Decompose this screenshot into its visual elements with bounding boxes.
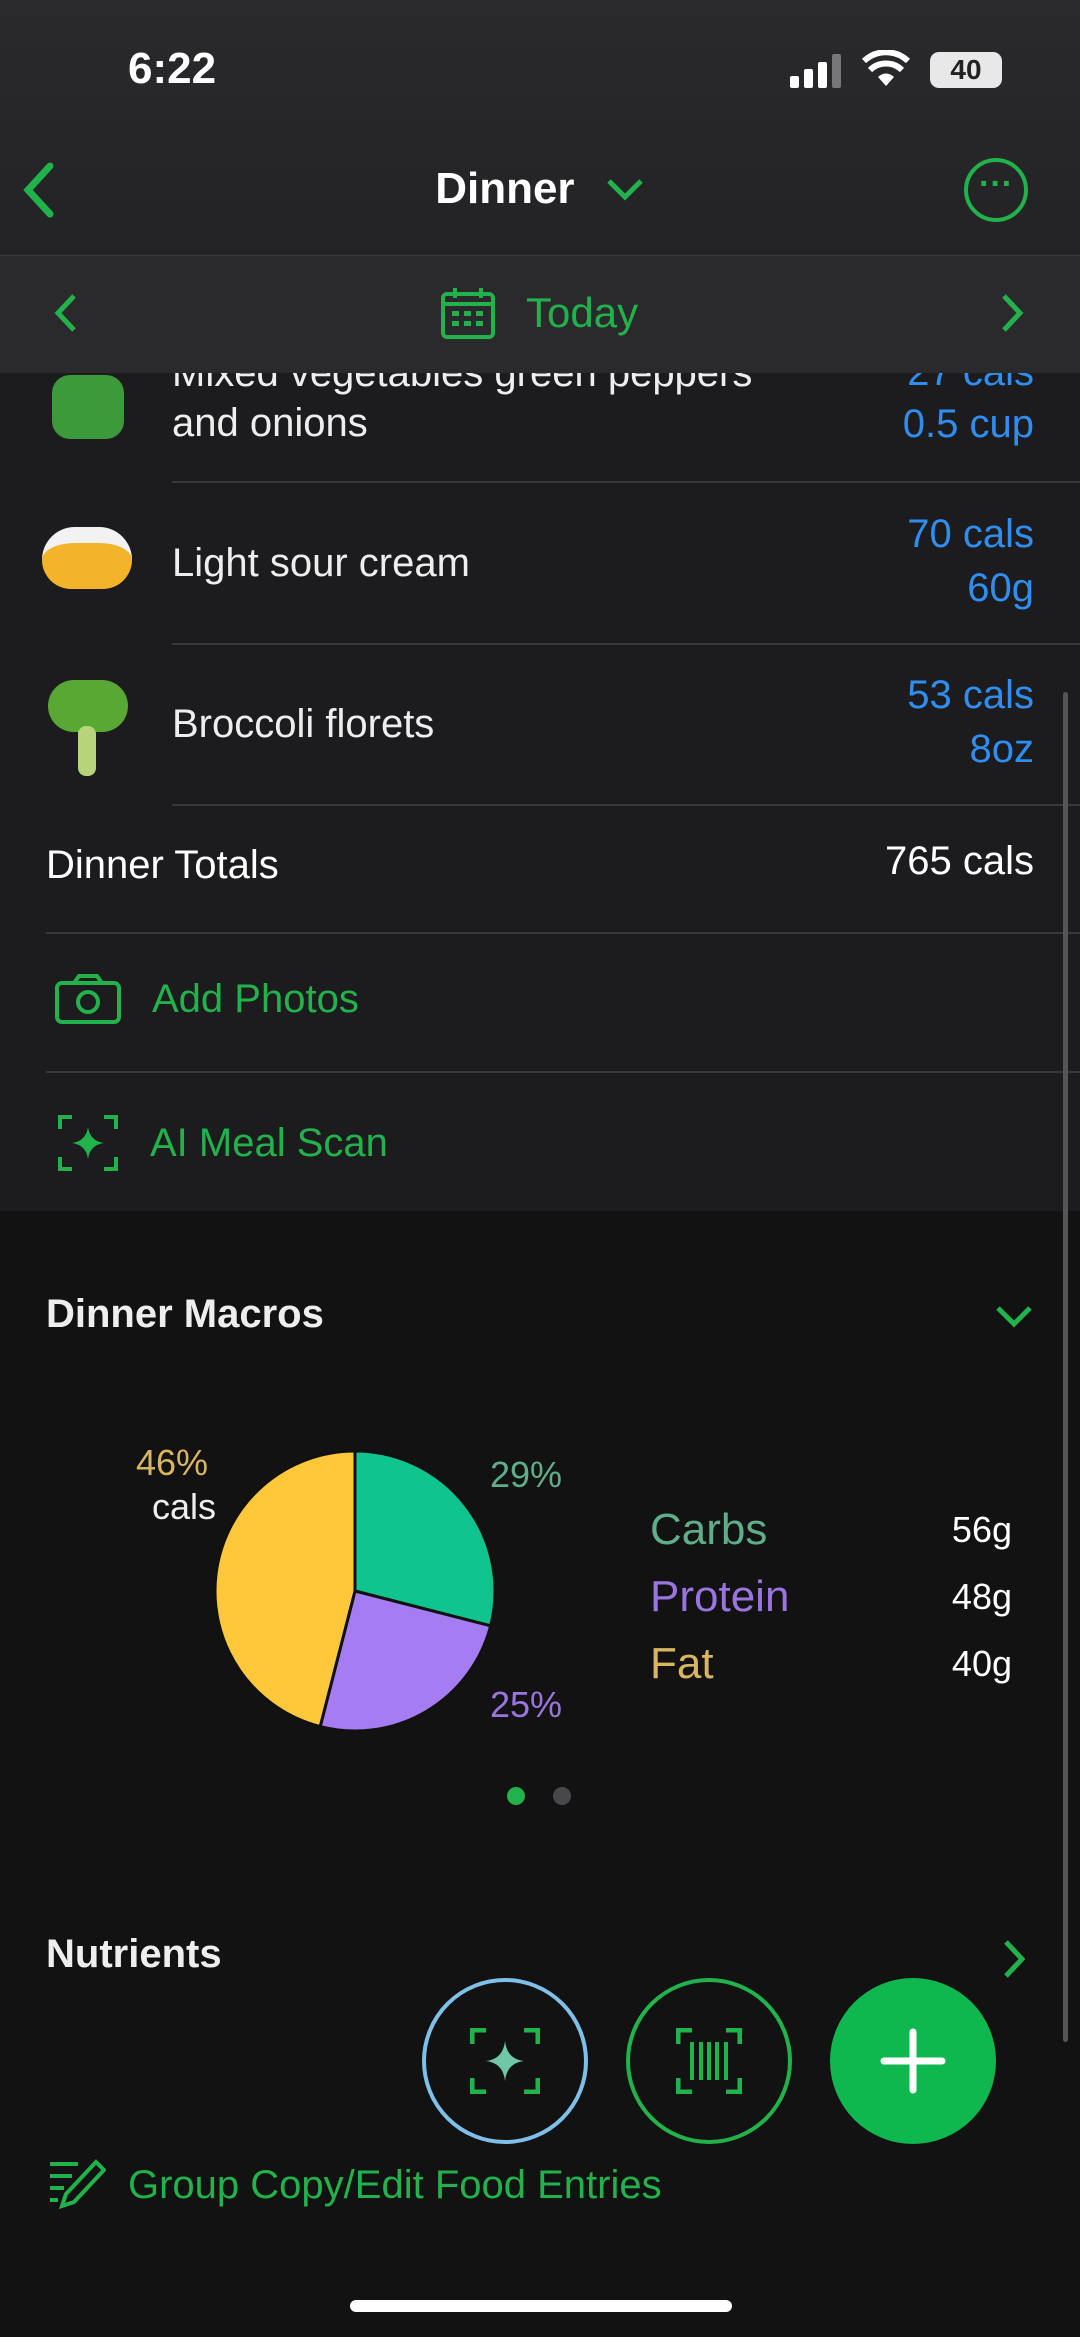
plus-icon bbox=[880, 2028, 946, 2094]
date-picker[interactable]: Today bbox=[440, 286, 638, 340]
legend-name: Fat bbox=[650, 1638, 714, 1688]
food-name: and onions bbox=[172, 401, 368, 445]
nutrients-title: Nutrients bbox=[46, 1932, 222, 1976]
next-day-button[interactable] bbox=[1000, 292, 1026, 339]
dinner-totals-label: Dinner Totals bbox=[46, 843, 279, 887]
pie-label-carbs: 29% bbox=[490, 1454, 563, 1495]
page-dot-active[interactable] bbox=[507, 1787, 525, 1805]
legend-value: 56g bbox=[951, 1508, 1012, 1550]
bell-pepper-icon bbox=[52, 375, 124, 439]
add-food-fab[interactable] bbox=[830, 1978, 996, 2144]
group-copy-edit-button[interactable]: Group Copy/Edit Food Entries bbox=[48, 2158, 662, 2212]
food-amount: 60g bbox=[967, 566, 1034, 610]
ai-meal-scan-button[interactable]: AI Meal Scan bbox=[58, 1115, 388, 1171]
macros-legend: Carbs 56g Protein 48g Fat 40g bbox=[650, 1496, 1012, 1697]
food-item[interactable]: Broccoli florets 53 cals 8oz bbox=[0, 644, 1080, 804]
signal-icon bbox=[790, 54, 842, 88]
pie-label-protein: 25% bbox=[490, 1684, 563, 1725]
wifi-icon bbox=[861, 49, 911, 98]
food-cals: 53 cals bbox=[907, 673, 1034, 717]
header-title: Dinner bbox=[435, 164, 575, 213]
legend-value: 48g bbox=[951, 1575, 1012, 1617]
ai-scan-fab[interactable] bbox=[422, 1978, 588, 2144]
nutrients-row[interactable]: Nutrients bbox=[0, 1926, 1080, 1990]
food-name: Mixed vegetables green peppers bbox=[172, 373, 753, 395]
camera-icon bbox=[55, 974, 121, 1024]
legend-name: Carbs bbox=[650, 1504, 768, 1554]
legend-row-protein: Protein 48g bbox=[650, 1563, 1012, 1630]
collapse-macros-button[interactable] bbox=[994, 1304, 1034, 1335]
pie-cals-label: cals bbox=[152, 1486, 217, 1527]
add-photos-button[interactable]: Add Photos bbox=[54, 973, 359, 1025]
group-copy-edit-label: Group Copy/Edit Food Entries bbox=[128, 2162, 662, 2207]
food-amount: 8oz bbox=[969, 727, 1035, 771]
dinner-totals-value: 765 cals bbox=[885, 839, 1034, 883]
macros-title: Dinner Macros bbox=[46, 1292, 324, 1336]
add-photos-label: Add Photos bbox=[152, 976, 359, 1021]
date-label: Today bbox=[526, 289, 639, 336]
edit-list-icon bbox=[50, 2159, 106, 2210]
ai-sparkle-icon bbox=[470, 2028, 540, 2094]
page-dot[interactable] bbox=[553, 1787, 571, 1805]
legend-row-fat: Fat 40g bbox=[650, 1630, 1012, 1697]
chevron-right-icon bbox=[1004, 1940, 1026, 1978]
food-list: Mixed vegetables green peppers and onion… bbox=[0, 373, 1080, 1211]
food-item[interactable]: Light sour cream 70 cals 60g bbox=[0, 483, 1080, 643]
previous-day-button[interactable] bbox=[52, 292, 78, 339]
food-cals: 70 cals bbox=[907, 512, 1034, 556]
chevron-down-icon bbox=[607, 179, 643, 201]
pie-slice-fat bbox=[213, 1449, 357, 1729]
broccoli-icon bbox=[48, 680, 128, 780]
scrollbar[interactable] bbox=[1063, 692, 1068, 2042]
ai-scan-icon bbox=[58, 1115, 118, 1171]
more-options-button[interactable]: ··· bbox=[964, 158, 1028, 222]
ai-meal-scan-label: AI Meal Scan bbox=[150, 1120, 388, 1165]
food-name: Light sour cream bbox=[172, 541, 470, 585]
status-time: 6:22 bbox=[128, 44, 217, 93]
pie-slice-carbs bbox=[353, 1449, 497, 1628]
back-button[interactable] bbox=[18, 160, 58, 234]
food-amount: 0.5 cup bbox=[902, 402, 1034, 446]
battery-level: 40 bbox=[950, 54, 982, 85]
macros-pie-chart bbox=[213, 1449, 497, 1733]
top-bar bbox=[0, 0, 1080, 255]
legend-value: 40g bbox=[951, 1642, 1012, 1684]
legend-name: Protein bbox=[650, 1571, 790, 1621]
battery-icon: 40 bbox=[930, 52, 1002, 88]
barcode-icon bbox=[676, 2028, 742, 2094]
barcode-scan-fab[interactable] bbox=[626, 1978, 792, 2144]
home-indicator bbox=[350, 2300, 732, 2312]
date-navigator bbox=[0, 255, 1080, 373]
food-cals: 27 cals bbox=[907, 373, 1034, 399]
meal-selector[interactable]: Dinner bbox=[0, 164, 1080, 214]
calendar-icon bbox=[441, 288, 495, 339]
pie-slice-protein bbox=[318, 1589, 493, 1733]
sour-cream-bowl-icon bbox=[42, 527, 132, 589]
pie-label-fat: 46% bbox=[136, 1442, 209, 1483]
food-name: Broccoli florets bbox=[172, 702, 435, 746]
food-item[interactable]: Mixed vegetables green peppers and onion… bbox=[0, 373, 1080, 482]
legend-row-carbs: Carbs 56g bbox=[650, 1496, 1012, 1563]
